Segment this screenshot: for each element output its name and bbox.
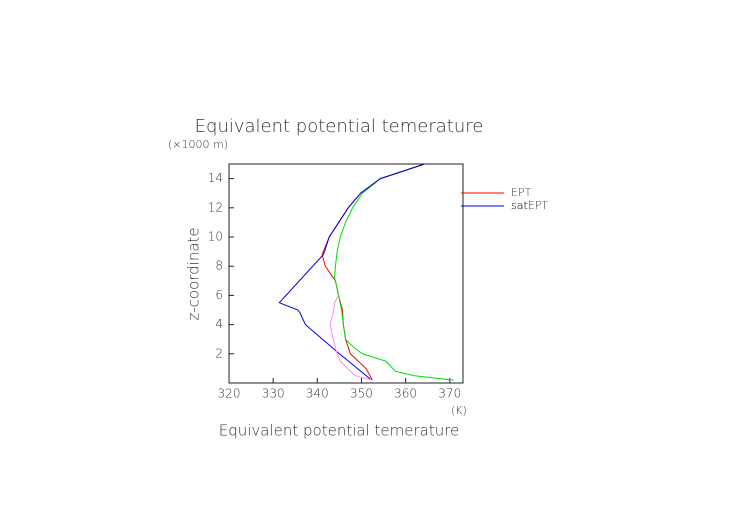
y-tick-label: 6 — [215, 288, 223, 302]
x-tick-label: 320 — [218, 387, 241, 401]
y-tick-label: 8 — [215, 259, 223, 273]
legend-label: EPT — [511, 186, 532, 199]
x-unit: (K) — [451, 404, 467, 417]
y-unit: (×1000 m) — [168, 138, 228, 151]
y-tick-label: 4 — [215, 317, 223, 331]
x-tick-label: 340 — [306, 387, 329, 401]
legend-label: satEPT — [511, 199, 548, 212]
series-line — [278, 163, 425, 381]
legend-label: sat — [511, 199, 528, 212]
y-tick-label: 14 — [208, 171, 223, 185]
y-tick-label: 2 — [215, 346, 223, 360]
y-tick-label: 12 — [208, 200, 223, 214]
series-line — [334, 163, 454, 381]
plot-frame — [228, 163, 464, 384]
y-axis-label: z-coordinate — [185, 227, 203, 320]
chart-title: Equivalent potential temerature — [195, 116, 484, 137]
series-line — [329, 295, 373, 381]
series-line — [321, 163, 425, 381]
x-tick-label: 330 — [262, 387, 285, 401]
x-tick-label: 360 — [394, 387, 417, 401]
x-tick-label: 370 — [438, 387, 461, 401]
x-axis-label: Equivalent potential temerature — [219, 422, 460, 440]
y-tick-label: 10 — [208, 230, 223, 244]
x-tick-label: 350 — [350, 387, 373, 401]
